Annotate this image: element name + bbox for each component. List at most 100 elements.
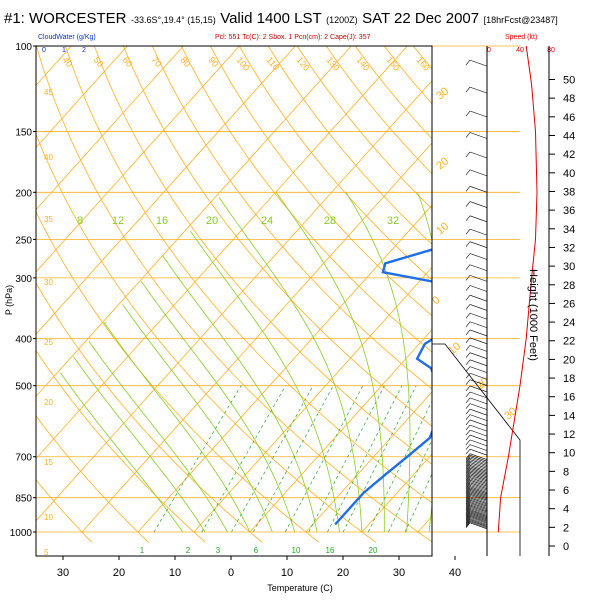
isotherm-side-label: 25 — [44, 338, 53, 347]
wind-barb — [469, 467, 488, 475]
wind-barb — [465, 474, 471, 481]
wind-barb — [465, 512, 471, 519]
wind-barb — [465, 439, 471, 446]
wind-barb — [469, 513, 488, 521]
cloud-tick-label: 2 — [82, 47, 86, 54]
wind-barb — [469, 502, 488, 509]
wind-barb — [469, 285, 488, 292]
wind-barb — [469, 241, 488, 248]
wind-barb — [465, 151, 471, 158]
wind-barb — [469, 352, 488, 360]
wind-barb — [469, 419, 488, 427]
wind-barb — [469, 488, 488, 496]
height-tick-label: 34 — [563, 224, 575, 236]
wind-barb — [465, 285, 471, 291]
wind-barb — [469, 448, 488, 456]
wind-barb — [465, 419, 471, 426]
wind-barb — [465, 186, 471, 192]
wind-barb — [469, 215, 488, 223]
wind-barb — [469, 511, 488, 519]
wind-barb — [465, 456, 471, 462]
wind-barb — [465, 264, 471, 270]
dry-adiabat-label: 50 — [91, 55, 105, 69]
wind-barb — [465, 517, 471, 523]
wind-barb — [465, 457, 471, 464]
wind-barb — [469, 397, 488, 405]
wind-barb — [469, 490, 488, 497]
wind-barb — [469, 408, 488, 416]
wind-barb — [465, 294, 471, 301]
dry-adiabat-label: 70 — [149, 55, 163, 69]
wind-barb — [465, 509, 471, 515]
height-tick-label: 46 — [563, 112, 575, 124]
wind-barb — [465, 329, 471, 336]
wind-barb — [465, 497, 471, 504]
sounding-lines — [334, 248, 432, 526]
isobar-grid — [36, 45, 520, 533]
wind-barb — [469, 86, 488, 94]
wind-barb — [465, 455, 471, 461]
wind-barb — [469, 186, 488, 193]
wind-barb — [469, 486, 488, 493]
wind-barb — [469, 463, 488, 471]
wind-barb — [469, 110, 488, 118]
wind-barb — [465, 453, 471, 459]
wind-barb — [469, 444, 488, 451]
mixing-ratio-line — [231, 385, 314, 533]
height-tick-label: 18 — [563, 373, 575, 385]
wind-barb — [469, 201, 488, 208]
height-tick-label: 24 — [563, 317, 575, 329]
wind-barb — [469, 497, 488, 505]
pressure-tick-label: 500 — [15, 382, 32, 393]
speed-tick-label: 40 — [516, 47, 524, 54]
dry-adiabat-label: 130 — [324, 55, 341, 73]
wind-barb — [465, 275, 471, 281]
wind-barb — [469, 359, 488, 367]
dry-adiabat — [296, 46, 432, 210]
dry-adiabat-label: 110 — [264, 55, 281, 72]
isotherm-side-label: 30 — [44, 278, 53, 287]
isotherm-line — [193, 266, 432, 533]
wind-barb — [465, 241, 471, 247]
dry-adiabat-label: 40 — [60, 55, 74, 69]
isotherm-line — [36, 46, 408, 460]
height-tick-label: 42 — [563, 149, 575, 161]
isotherm-line — [36, 46, 240, 273]
x-tick-label: 0 — [228, 567, 234, 579]
dry-adiabat-label: 150 — [384, 55, 401, 73]
wind-barb — [469, 454, 488, 462]
wind-barb — [465, 313, 471, 319]
wind-barb — [465, 485, 471, 491]
isotherm-side-label: 15 — [44, 458, 53, 467]
wind-barb — [465, 472, 471, 478]
wind-barb — [469, 485, 488, 492]
wind-barb — [465, 508, 471, 514]
wind-barb — [465, 493, 471, 500]
height-tick-label: 20 — [563, 354, 575, 366]
dry-adiabat — [500, 46, 600, 542]
wind-barb — [465, 385, 471, 392]
wind-barb — [469, 478, 488, 486]
pressure-tick-label: 700 — [15, 453, 32, 464]
speed-tick-label: 0 — [487, 47, 491, 54]
height-tick-label: 36 — [563, 205, 575, 217]
plot-frame — [35, 45, 433, 557]
wind-barb — [469, 469, 488, 476]
wind-barb — [469, 379, 488, 386]
isotherm-side-label: 20 — [434, 155, 451, 172]
moist-adiabat — [72, 356, 206, 533]
wind-barb — [465, 491, 471, 497]
wind-barb — [465, 463, 471, 470]
wind-barb — [465, 473, 471, 479]
wind-barb — [465, 444, 471, 450]
mixing-ratio-label: 2 — [186, 546, 191, 555]
forecast-tag: [18hrFcst@23487] — [483, 15, 558, 25]
wind-barb — [469, 504, 488, 512]
wind-barb — [465, 201, 471, 207]
pressure-tick-label: 250 — [15, 235, 32, 246]
wind-barb — [469, 479, 488, 487]
wind-barb — [465, 487, 471, 494]
isotherm-line — [36, 46, 352, 397]
wind-barb — [469, 512, 488, 520]
